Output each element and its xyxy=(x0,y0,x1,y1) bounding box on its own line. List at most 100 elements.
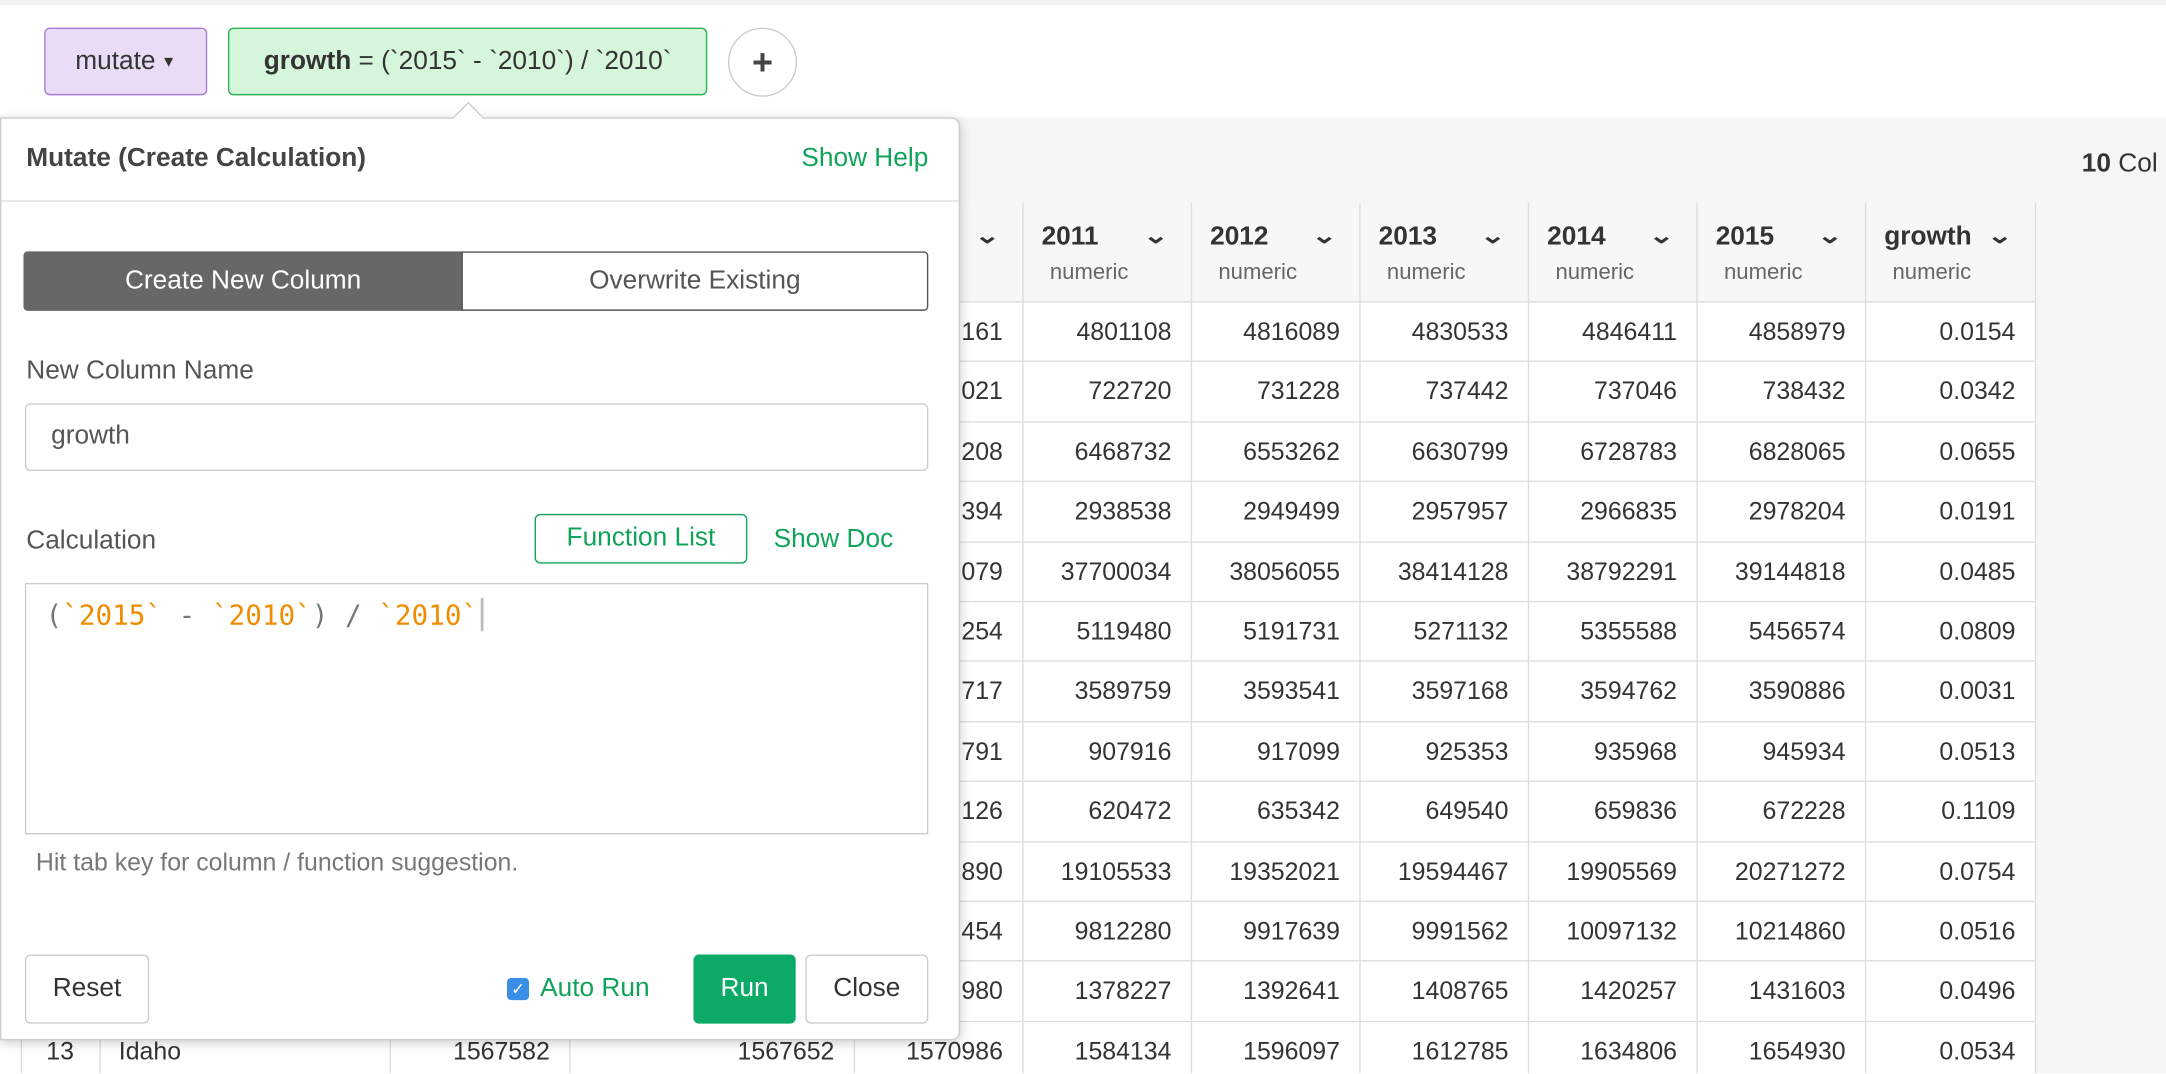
table-cell: 980 xyxy=(961,977,1003,1005)
table-cell: 890 xyxy=(961,857,1003,885)
column-name: 2012 xyxy=(1210,222,1269,252)
code-editor[interactable]: (`2015` - `2010`) / `2010` xyxy=(24,582,929,835)
table-cell: 2938538 xyxy=(1074,497,1172,526)
table-cell: 1654930 xyxy=(1748,1037,1846,1065)
code-token: `2010` xyxy=(211,598,312,632)
table-cell: 649540 xyxy=(1425,797,1509,825)
column-type: numeric xyxy=(1555,261,1635,285)
chevron: ⌄ xyxy=(974,225,1001,249)
chevron: ⌄ xyxy=(1311,225,1338,249)
show-help[interactable]: Show Help xyxy=(801,143,929,173)
table-cell: 454 xyxy=(961,917,1003,945)
table-cell: 635342 xyxy=(1256,797,1340,825)
table-cell: 0.0516 xyxy=(1939,917,2016,945)
table-cell: 394 xyxy=(961,497,1003,526)
table-cell: 208 xyxy=(961,437,1003,466)
chevron: ⌄ xyxy=(1479,225,1506,249)
dialog: Mutate (Create Calculation) Show Help Cr… xyxy=(0,101,961,1041)
command-label: mutate xyxy=(75,46,156,76)
count-unit: Col xyxy=(2118,149,2158,179)
tab[interactable]: Overwrite Existing xyxy=(461,251,929,311)
separator xyxy=(1,200,959,202)
chevron: ⌄ xyxy=(1986,225,2013,249)
top-stripe xyxy=(0,0,2166,6)
table-cell: 19105533 xyxy=(1060,857,1172,885)
table-cell: 1378227 xyxy=(1074,977,1172,1005)
code-token: ( xyxy=(45,598,63,632)
table-cell: 731228 xyxy=(1256,377,1340,406)
code-token: `2015` xyxy=(62,598,163,632)
table-cell: 620472 xyxy=(1088,797,1172,825)
table-cell: 925353 xyxy=(1425,737,1509,766)
table-cell: 945934 xyxy=(1762,737,1846,766)
table-cell: 0.0191 xyxy=(1939,497,2016,526)
chevron: ⌄ xyxy=(1142,225,1169,249)
table-cell: 6468732 xyxy=(1074,437,1172,466)
table-cell: 6828065 xyxy=(1748,437,1846,466)
step-column: growth xyxy=(263,46,352,76)
table-cell: 1584134 xyxy=(1074,1037,1172,1065)
step-expression: = (`2015` - `2010`) / `2010` xyxy=(351,46,672,76)
column-border xyxy=(2034,203,2037,1074)
name-input[interactable]: growth xyxy=(24,403,929,472)
table-cell: 0.0534 xyxy=(1939,1037,2016,1065)
table-cell: 738432 xyxy=(1762,377,1846,406)
table-cell: 0.1109 xyxy=(1941,797,2016,825)
table-cell: 021 xyxy=(961,377,1003,406)
column-name: 2011 xyxy=(1041,222,1099,252)
table-cell: 1634806 xyxy=(1580,1037,1678,1065)
auto-run-label[interactable]: Auto Run xyxy=(540,973,650,1003)
column-type: numeric xyxy=(1049,261,1129,285)
table-cell: 4858979 xyxy=(1748,317,1846,346)
table-cell: 9812280 xyxy=(1074,917,1172,945)
chevron: ⌄ xyxy=(1816,225,1843,249)
table-cell: 10097132 xyxy=(1566,917,1678,945)
table-cell: 5119480 xyxy=(1076,617,1172,646)
close-button[interactable]: Close xyxy=(805,954,929,1024)
table-cell: 722720 xyxy=(1088,377,1172,406)
caret: ▼ xyxy=(161,53,177,70)
table-cell: 2957957 xyxy=(1411,497,1509,526)
table-cell: 20271272 xyxy=(1734,857,1846,885)
table-cell: 0.0342 xyxy=(1939,377,2016,406)
table-cell: 1570986 xyxy=(906,1037,1003,1065)
table-cell: 37700034 xyxy=(1060,557,1172,586)
table-cell: 0.0496 xyxy=(1939,977,2016,1005)
table-cell: 917099 xyxy=(1256,737,1340,766)
table-cell: 6728783 xyxy=(1580,437,1678,466)
chevron: ⌄ xyxy=(1648,225,1675,249)
table-cell: 0.0809 xyxy=(1939,617,2016,646)
table-cell: 5355588 xyxy=(1580,617,1678,646)
column-border xyxy=(1190,203,1193,1074)
run-button[interactable]: Run xyxy=(693,954,796,1024)
table-cell: 19352021 xyxy=(1229,857,1340,885)
table-cell: 079 xyxy=(961,557,1003,586)
show-doc[interactable]: Show Doc xyxy=(773,524,894,554)
table-cell: 2949499 xyxy=(1243,497,1340,526)
table-cell: 935968 xyxy=(1594,737,1678,766)
dialog-title: Mutate (Create Calculation) xyxy=(26,143,367,173)
table-cell: 2966835 xyxy=(1580,497,1678,526)
checkbox[interactable]: ✓ xyxy=(506,978,530,1001)
column-name: 2013 xyxy=(1378,222,1438,252)
table-cell: 1392641 xyxy=(1243,977,1340,1005)
command-button[interactable]: mutate ▼ xyxy=(44,27,208,96)
table-cell: 161 xyxy=(961,317,1003,346)
tab-active[interactable]: Create New Column xyxy=(23,251,463,311)
table-cell: Idaho xyxy=(118,1037,182,1065)
table-cell: 19594467 xyxy=(1397,857,1509,885)
column-name: growth xyxy=(1884,222,1972,252)
column-border xyxy=(1864,203,1867,1074)
table-cell: 0.0031 xyxy=(1939,677,2016,706)
table-cell: 6630799 xyxy=(1411,437,1509,466)
step-button[interactable]: growth = (`2015` - `2010`) / `2010` xyxy=(227,27,708,96)
table-cell: 0.0655 xyxy=(1939,437,2016,466)
function-list-button[interactable]: Function List xyxy=(534,513,748,564)
reset-button[interactable]: Reset xyxy=(24,954,150,1024)
table-cell: 737046 xyxy=(1594,377,1678,406)
table-cell: 9991562 xyxy=(1411,917,1509,945)
add-step-button[interactable]: + xyxy=(727,27,798,97)
column-type: numeric xyxy=(1218,261,1298,285)
table-cell: 0.0485 xyxy=(1939,557,2016,586)
